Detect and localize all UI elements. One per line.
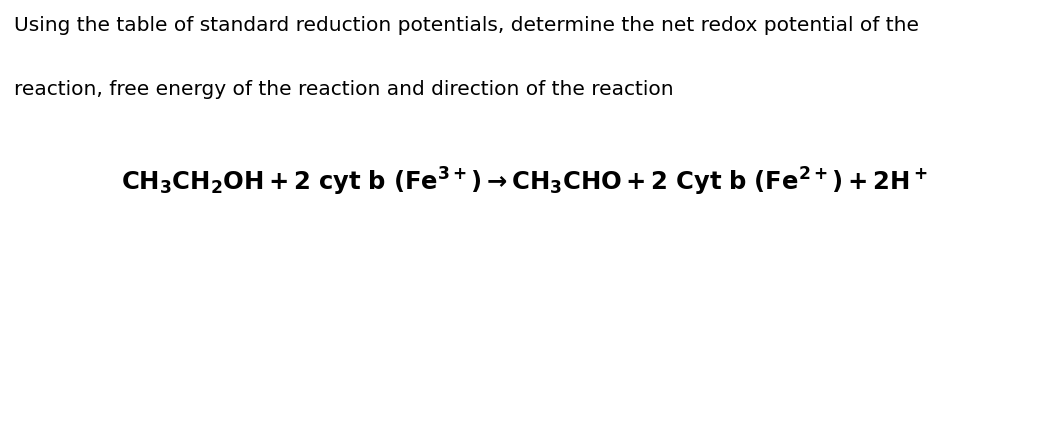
- Text: Using the table of standard reduction potentials, determine the net redox potent: Using the table of standard reduction po…: [14, 16, 919, 35]
- Text: reaction, free energy of the reaction and direction of the reaction: reaction, free energy of the reaction an…: [14, 80, 673, 100]
- Text: $\mathbf{CH_3CH_2OH + 2\ cyt\ b\ (Fe^{3+}) \rightarrow CH_3CHO + 2\ Cyt\ b\ (Fe^: $\mathbf{CH_3CH_2OH + 2\ cyt\ b\ (Fe^{3+…: [121, 165, 927, 198]
